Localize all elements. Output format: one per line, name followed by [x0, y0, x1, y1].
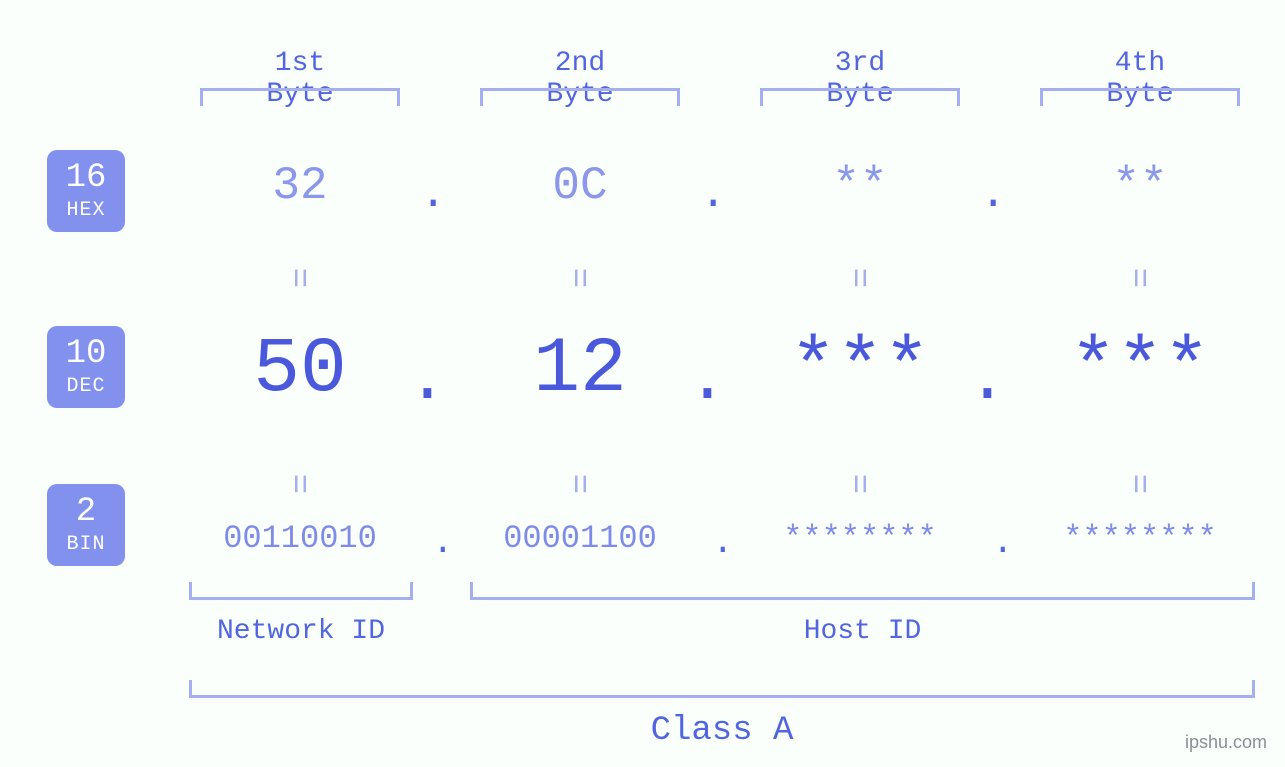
hex-dot-2: . [700, 170, 726, 220]
eq-col4-a: = [1118, 268, 1156, 282]
hex-byte-3: ** [800, 160, 920, 212]
eq-col2-b: = [558, 474, 596, 488]
bin-byte-1: 00110010 [175, 520, 425, 557]
base-badge-hex: 16 HEX [47, 150, 125, 232]
base-num-hex: 16 [66, 160, 107, 197]
base-label-hex: HEX [66, 200, 105, 222]
network-id-label: Network ID [189, 616, 413, 647]
dec-byte-2: 12 [480, 326, 680, 414]
bin-dot-1: . [432, 522, 454, 563]
eq-col1-a: = [278, 268, 316, 282]
byte-bracket-1 [200, 88, 400, 106]
base-num-dec: 10 [66, 336, 107, 373]
dec-byte-3: *** [760, 326, 960, 414]
dec-dot-1: . [407, 342, 448, 419]
dec-byte-4: *** [1040, 326, 1240, 414]
bin-byte-3: ******** [735, 520, 985, 557]
hex-dot-1: . [420, 170, 446, 220]
class-bracket [189, 680, 1255, 698]
network-id-bracket [189, 582, 413, 600]
class-label: Class A [189, 712, 1255, 750]
bin-byte-2: 00001100 [455, 520, 705, 557]
dec-byte-1: 50 [200, 326, 400, 414]
hex-byte-1: 32 [240, 160, 360, 212]
eq-col4-b: = [1118, 474, 1156, 488]
eq-col2-a: = [558, 268, 596, 282]
eq-col3-a: = [838, 268, 876, 282]
base-label-dec: DEC [66, 376, 105, 398]
base-num-bin: 2 [76, 494, 96, 531]
host-id-label: Host ID [470, 616, 1255, 647]
hex-byte-2: 0C [520, 160, 640, 212]
bin-dot-2: . [712, 522, 734, 563]
base-badge-dec: 10 DEC [47, 326, 125, 408]
eq-col1-b: = [278, 474, 316, 488]
base-badge-bin: 2 BIN [47, 484, 125, 566]
byte-bracket-4 [1040, 88, 1240, 106]
eq-col3-b: = [838, 474, 876, 488]
hex-byte-4: ** [1080, 160, 1200, 212]
bin-dot-3: . [992, 522, 1014, 563]
host-id-bracket [470, 582, 1255, 600]
ip-byte-diagram: 16 HEX 10 DEC 2 BIN 1st Byte 2nd Byte 3r… [0, 0, 1285, 767]
base-label-bin: BIN [66, 534, 105, 556]
byte-bracket-2 [480, 88, 680, 106]
hex-dot-3: . [980, 170, 1006, 220]
dec-dot-3: . [967, 342, 1008, 419]
byte-bracket-3 [760, 88, 960, 106]
bin-byte-4: ******** [1015, 520, 1265, 557]
watermark: ipshu.com [1185, 732, 1267, 753]
dec-dot-2: . [687, 342, 728, 419]
